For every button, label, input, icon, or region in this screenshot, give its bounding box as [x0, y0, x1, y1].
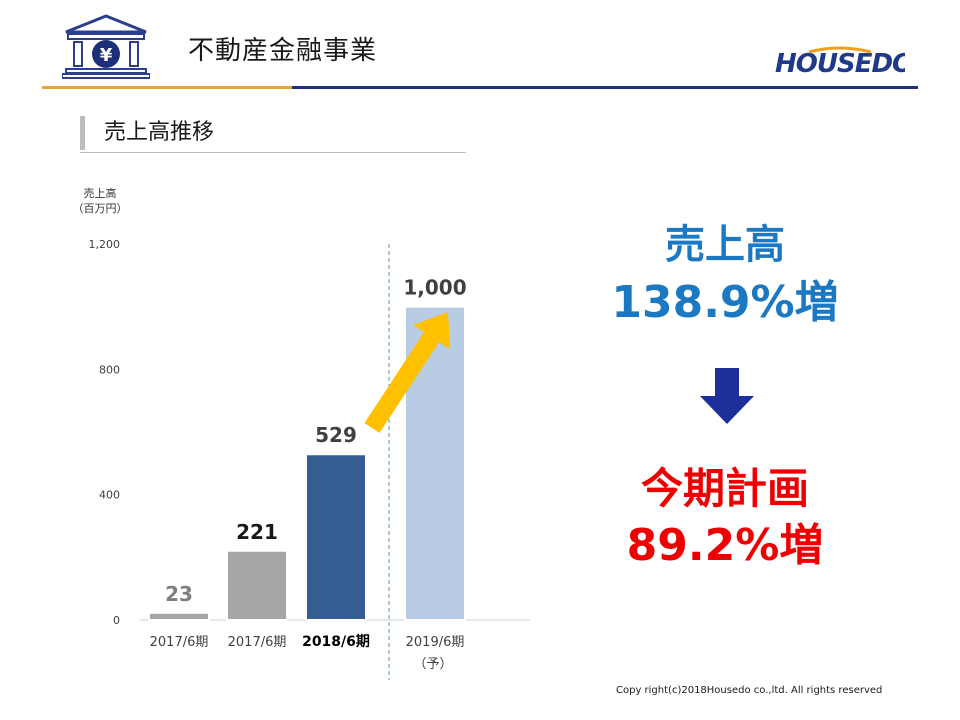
logo-yen-glyph: ¥ [100, 45, 113, 66]
x-tick-label: 2017/6期 [150, 635, 209, 650]
y-tick-label: 1,200 [89, 238, 121, 251]
page-title: 不動産金融事業 [188, 36, 378, 66]
data-label: 23 [165, 582, 193, 606]
brand-logo-text: HOUSEDO [775, 49, 905, 79]
section-marker [80, 116, 85, 150]
bar [148, 611, 210, 622]
data-label: 529 [315, 423, 357, 447]
header-rule-orange [42, 86, 292, 89]
section-title: 売上高推移 [104, 120, 215, 145]
brand-logo: HOUSEDO [775, 46, 915, 87]
y-tick-label: 0 [113, 614, 120, 627]
kpi-plan-label: 今期計画 [640, 464, 809, 513]
bar [305, 453, 367, 621]
down-arrow-icon [698, 368, 756, 426]
copyright-text: Copy right(c)2018Housedo co.,ltd. All ri… [616, 685, 883, 696]
x-tick-label: 2018/6期 [302, 634, 370, 650]
data-label: 221 [236, 520, 278, 544]
y-axis-label: 売上高 （百万円） [72, 186, 128, 216]
y-axis-label-line1: 売上高 [83, 187, 117, 200]
x-tick-label: 2019/6期 [406, 635, 465, 650]
kpi-plan-growth: 89.2%増 [626, 520, 824, 571]
x-tick-label: 2017/6期 [228, 635, 287, 650]
kpi-sales-growth: 138.9%増 [611, 277, 839, 328]
data-label: 1,000 [403, 276, 466, 300]
y-tick-label: 400 [99, 489, 120, 502]
y-axis-label-line2: （百万円） [72, 202, 128, 215]
y-tick-label: 800 [99, 363, 120, 376]
section-rule [80, 152, 466, 153]
growth-arrow [364, 312, 450, 433]
bar [226, 549, 288, 622]
kpi-sales-label: 売上高 [665, 222, 785, 268]
x-tick-sublabel: （予） [413, 657, 452, 672]
header-rule-navy [292, 86, 918, 89]
